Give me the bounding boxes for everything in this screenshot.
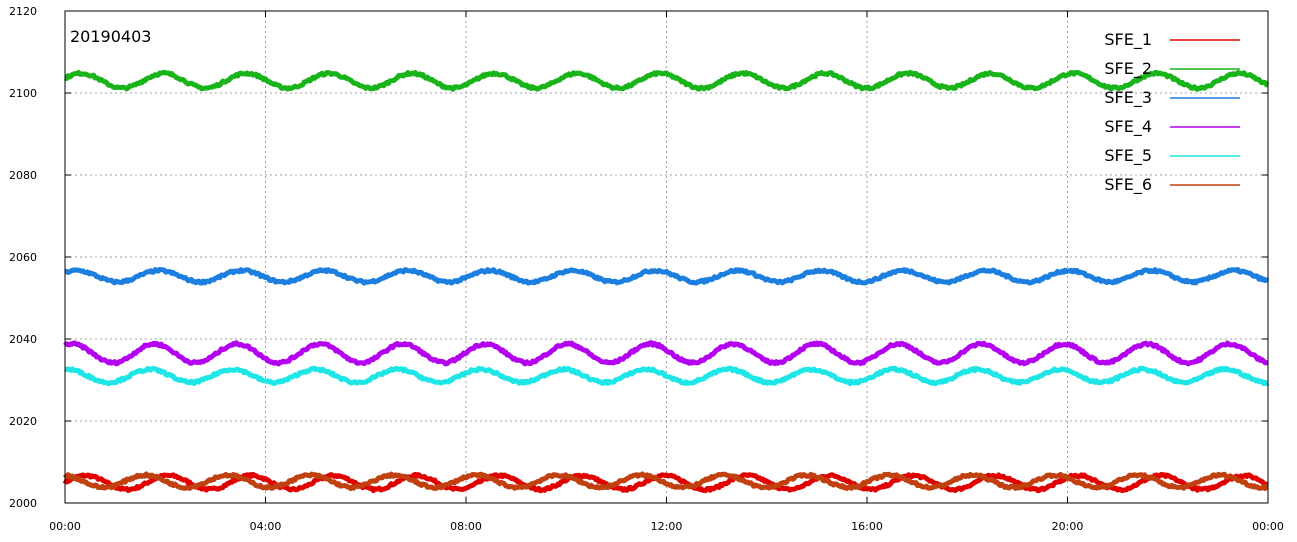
x-tick-label: 04:00 [250, 520, 282, 533]
series-lines [62, 69, 1270, 494]
series-line-sfe-5 [64, 365, 1270, 387]
legend-label: SFE_5 [1104, 146, 1152, 166]
y-tick-label: 2060 [9, 251, 37, 264]
series-line-sfe-3 [64, 266, 1270, 286]
x-tick-label: 20:00 [1052, 520, 1084, 533]
y-axis-tick-labels: 2000 2020 2040 2060 2080 2100 2120 [9, 5, 37, 510]
legend-label: SFE_1 [1104, 30, 1152, 50]
chart-title: 20190403 [70, 27, 151, 46]
x-tick-label: 08:00 [450, 520, 482, 533]
x-tick-label: 16:00 [851, 520, 883, 533]
y-tick-label: 2120 [9, 5, 37, 18]
legend-label: SFE_2 [1104, 59, 1152, 79]
legend: SFE_1 SFE_2 SFE_3 SFE_4 SFE_5 SFE_6 [1104, 30, 1240, 195]
y-tick-label: 2000 [9, 497, 37, 510]
x-tick-label: 00:00 [49, 520, 81, 533]
y-tick-label: 2080 [9, 169, 37, 182]
legend-label: SFE_3 [1104, 88, 1152, 108]
x-tick-label: 00:00 [1252, 520, 1284, 533]
legend-label: SFE_4 [1104, 117, 1152, 137]
x-axis-tick-labels: 00:00 04:00 08:00 12:00 16:00 20:00 00:00 [49, 520, 1284, 533]
axis-ticks [64, 10, 1269, 504]
series-line-sfe-6 [62, 471, 1269, 491]
legend-label: SFE_6 [1104, 175, 1152, 195]
series-line-sfe-4 [63, 340, 1269, 367]
y-tick-label: 2020 [9, 415, 37, 428]
x-tick-label: 12:00 [651, 520, 683, 533]
grid-lines [65, 11, 1268, 503]
y-tick-label: 2040 [9, 333, 37, 346]
y-tick-label: 2100 [9, 87, 37, 100]
series-line-sfe-2 [63, 69, 1270, 92]
